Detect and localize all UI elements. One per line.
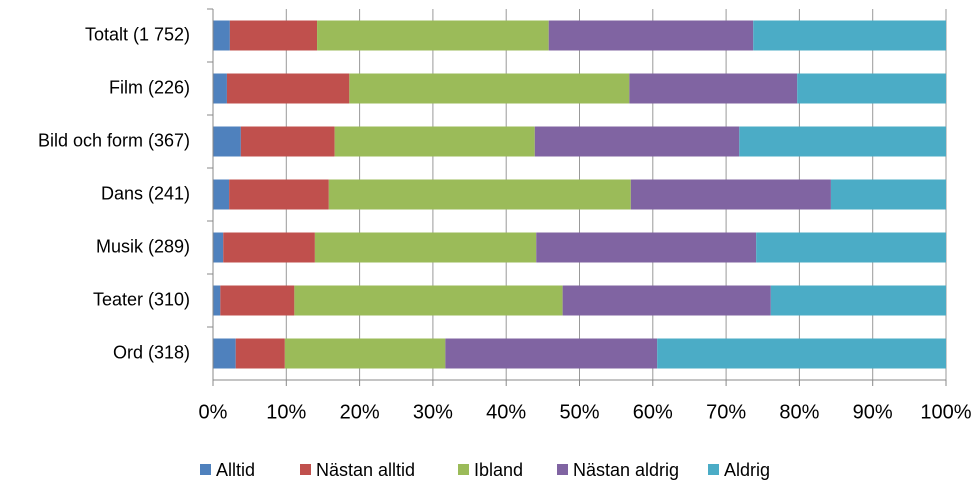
bar-segment bbox=[562, 285, 771, 316]
bar-segment bbox=[229, 20, 318, 51]
bar-segment bbox=[349, 73, 630, 104]
y-tick-label: Musik (289) bbox=[96, 236, 190, 256]
y-tick-label: Bild och form (367) bbox=[38, 130, 190, 150]
bar-segment bbox=[213, 285, 221, 316]
y-tick-label: Film (226) bbox=[109, 77, 190, 97]
bar-segment bbox=[226, 73, 350, 104]
legend-label: Nästan alltid bbox=[316, 460, 415, 480]
x-tick-label: 50% bbox=[559, 401, 599, 423]
y-tick-label: Ord (318) bbox=[113, 342, 190, 362]
bar-segment bbox=[317, 20, 549, 51]
y-tick-label: Totalt (1 752) bbox=[85, 24, 190, 44]
bar-segment bbox=[756, 232, 946, 263]
x-tick-label: 10% bbox=[266, 401, 306, 423]
x-tick-label: 60% bbox=[633, 401, 673, 423]
bar-segment bbox=[830, 179, 946, 210]
x-tick-label: 80% bbox=[779, 401, 819, 423]
bar-segment bbox=[445, 338, 658, 369]
bar-segment bbox=[213, 126, 241, 157]
bar-segment bbox=[235, 338, 285, 369]
x-tick-label: 0% bbox=[199, 401, 228, 423]
legend-swatch bbox=[708, 464, 719, 475]
y-tick-label: Teater (310) bbox=[93, 289, 190, 309]
legend-label: Alltid bbox=[216, 460, 255, 480]
legend-label: Ibland bbox=[474, 460, 523, 480]
bar-segment bbox=[334, 126, 535, 157]
bar-segment bbox=[314, 232, 537, 263]
bar-segment bbox=[770, 285, 946, 316]
bar-segment bbox=[229, 179, 329, 210]
bar-segment bbox=[213, 232, 224, 263]
bar-segment bbox=[534, 126, 740, 157]
bar-segment bbox=[213, 179, 230, 210]
bar-segment bbox=[220, 285, 295, 316]
legend-swatch bbox=[458, 464, 469, 475]
x-tick-label: 70% bbox=[706, 401, 746, 423]
bar-segment bbox=[223, 232, 315, 263]
bar-segment bbox=[629, 73, 798, 104]
bar-segment bbox=[294, 285, 563, 316]
bar-segment bbox=[739, 126, 946, 157]
legend-label: Nästan aldrig bbox=[573, 460, 679, 480]
legend-swatch bbox=[200, 464, 211, 475]
y-tick-label: Dans (241) bbox=[101, 183, 190, 203]
x-tick-label: 90% bbox=[853, 401, 893, 423]
bar-segment bbox=[213, 20, 230, 51]
bar-segment bbox=[630, 179, 831, 210]
bar-segment bbox=[548, 20, 754, 51]
bar-segment bbox=[657, 338, 946, 369]
x-tick-label: 100% bbox=[920, 401, 971, 423]
x-tick-label: 40% bbox=[486, 401, 526, 423]
bar-segment bbox=[213, 73, 227, 104]
bar-segment bbox=[797, 73, 946, 104]
bar-segment bbox=[328, 179, 631, 210]
bar-segment bbox=[213, 338, 236, 369]
bar-segment bbox=[240, 126, 335, 157]
bar-segment bbox=[753, 20, 946, 51]
x-tick-label: 20% bbox=[340, 401, 380, 423]
legend-label: Aldrig bbox=[724, 460, 770, 480]
legend-swatch bbox=[557, 464, 568, 475]
legend-swatch bbox=[300, 464, 311, 475]
bar-segment bbox=[284, 338, 446, 369]
bar-segment bbox=[536, 232, 757, 263]
x-tick-label: 30% bbox=[413, 401, 453, 423]
